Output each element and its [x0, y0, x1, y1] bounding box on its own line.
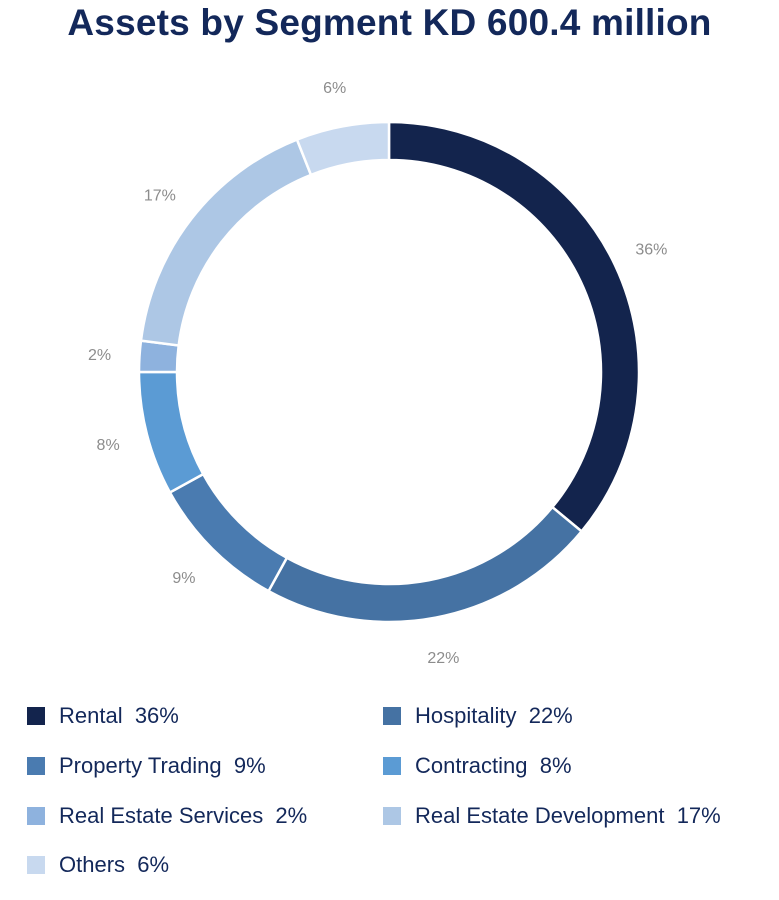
- legend-label: Real Estate Development 17%: [415, 803, 721, 828]
- value-label-others: 6%: [323, 80, 346, 97]
- legend-item-contracting: Contracting 8%: [383, 751, 572, 781]
- legend-label: Property Trading 9%: [59, 753, 266, 778]
- donut-labels: 36% 22% 9% 8% 2% 17% 6%: [88, 80, 667, 667]
- legend-swatch: [27, 856, 45, 874]
- value-label-real-estate-services: 2%: [88, 347, 111, 364]
- slice-rental: [387, 120, 641, 534]
- legend-item-rental: Rental 36%: [27, 701, 179, 731]
- legend-item-property-trading: Property Trading 9%: [27, 751, 266, 781]
- legend-swatch: [383, 707, 401, 725]
- donut-chart: 36% 22% 9% 8% 2% 17% 6%: [88, 80, 667, 667]
- legend-label: Others 6%: [59, 852, 170, 877]
- legend-label: Hospitality 22%: [415, 703, 573, 728]
- legend-label: Contracting 8%: [415, 753, 572, 778]
- legend-label: Rental 36%: [59, 703, 179, 728]
- slice-contracting: [137, 370, 205, 495]
- slice-hospitality: [266, 505, 584, 624]
- slice-others: [295, 120, 391, 177]
- legend-swatch: [27, 757, 45, 775]
- chart-title: Assets by Segment KD 600.4 million: [67, 2, 712, 43]
- value-label-property-trading: 9%: [172, 570, 195, 587]
- legend-swatch: [383, 807, 401, 825]
- legend-item-real-estate-development: Real Estate Development 17%: [383, 801, 721, 831]
- legend-swatch: [27, 707, 45, 725]
- legend-item-others: Others 6%: [27, 850, 169, 880]
- value-label-hospitality: 22%: [427, 650, 459, 667]
- value-label-contracting: 8%: [97, 437, 120, 454]
- legend-label: Real Estate Services 2%: [59, 803, 308, 828]
- value-label-real-estate-development: 17%: [144, 187, 176, 204]
- legend-item-hospitality: Hospitality 22%: [383, 701, 573, 731]
- legend-swatch: [383, 757, 401, 775]
- donut-slices: [137, 120, 641, 624]
- value-label-rental: 36%: [635, 242, 667, 259]
- legend-item-real-estate-services: Real Estate Services 2%: [27, 801, 307, 831]
- slice-real-estate-development: [139, 137, 313, 347]
- legend-swatch: [27, 807, 45, 825]
